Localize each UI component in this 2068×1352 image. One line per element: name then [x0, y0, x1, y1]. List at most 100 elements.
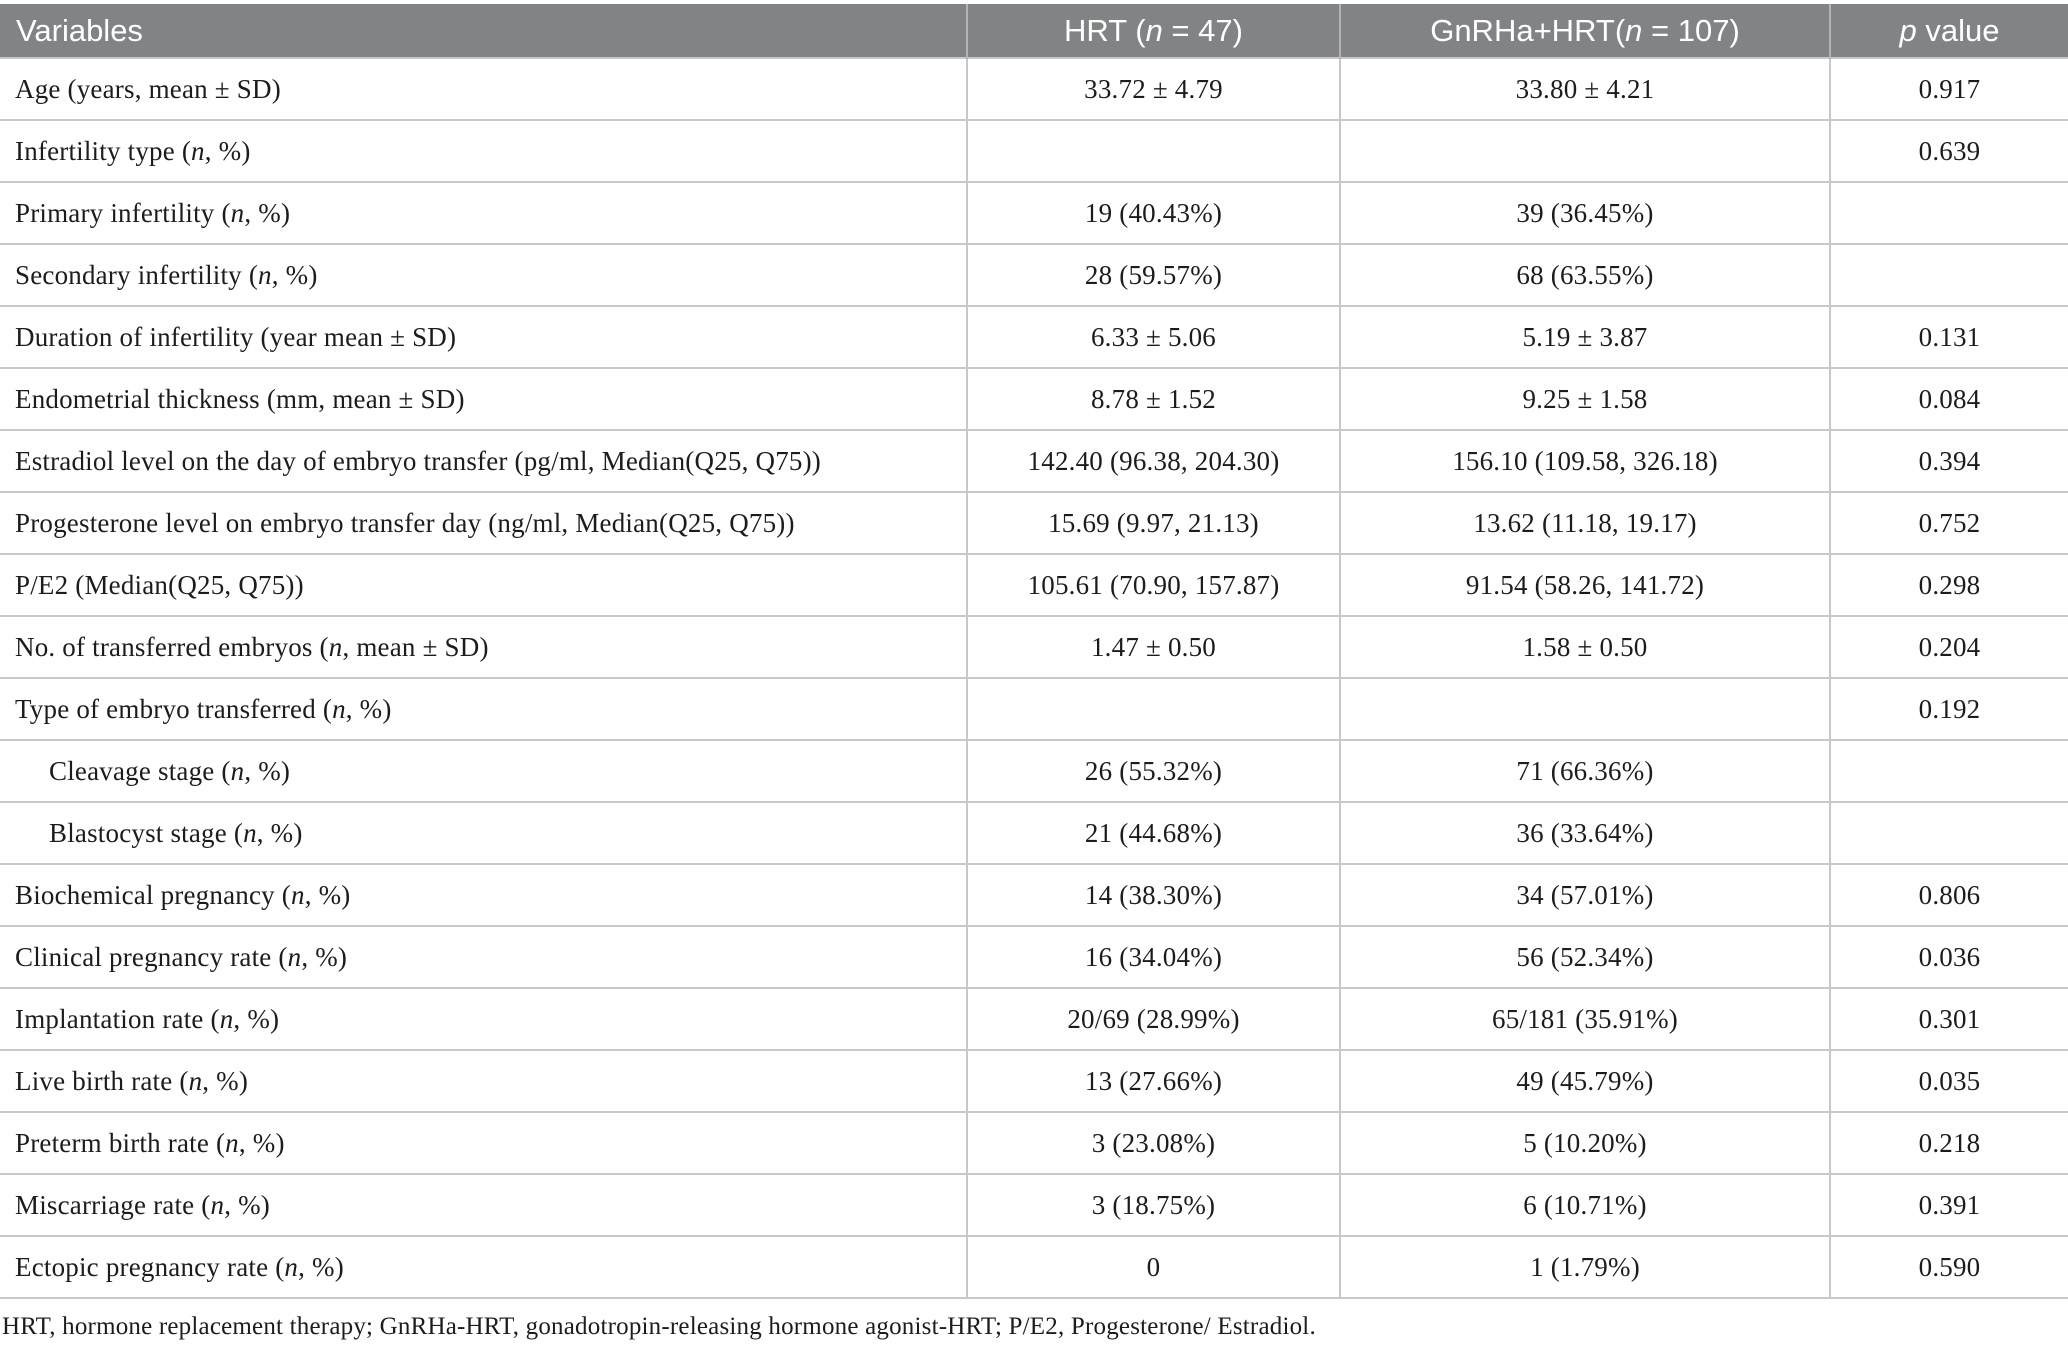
table-row: No. of transferred embryos (n, mean ± SD…: [0, 615, 2068, 678]
hrt-value: 0: [966, 1235, 1340, 1299]
table-row: Clinical pregnancy rate (n, %) 16 (34.04%…: [0, 925, 2068, 988]
p-value: 0.035: [1829, 1049, 2068, 1112]
p-value: 0.298: [1829, 553, 2068, 616]
table-row: Biochemical pregnancy (n, %) 14 (38.30%) 3…: [0, 863, 2068, 926]
row-label: Primary infertility (n, %): [0, 181, 967, 244]
hrt-value: 20/69 (28.99%): [966, 987, 1340, 1050]
row-label: P/E2 (Median(Q25, Q75)): [0, 553, 967, 616]
header-row: Variables HRT (n = 47) GnRHa+HRT(n = 107…: [0, 4, 2068, 58]
hrt-value: 28 (59.57%): [966, 243, 1340, 306]
gnrha-value: 36 (33.64%): [1339, 801, 1830, 864]
hrt-value: [966, 119, 1340, 182]
p-value: 0.084: [1829, 367, 2068, 430]
table-row: Cleavage stage (n, %) 26 (55.32%) 71 (66.3…: [0, 739, 2068, 802]
hrt-value: 6.33 ± 5.06: [966, 305, 1340, 368]
hrt-value: 26 (55.32%): [966, 739, 1340, 802]
row-label: Estradiol level on the day of embryo tra…: [0, 429, 967, 492]
gnrha-value: 49 (45.79%): [1339, 1049, 1830, 1112]
table-row: Duration of infertility (year mean ± SD)…: [0, 305, 2068, 368]
row-label: No. of transferred embryos (n, mean ± SD…: [0, 615, 967, 678]
row-label: Duration of infertility (year mean ± SD): [0, 305, 967, 368]
row-label: Progesterone level on embryo transfer da…: [0, 491, 967, 554]
hrt-value: 142.40 (96.38, 204.30): [966, 429, 1340, 492]
row-label: Endometrial thickness (mm, mean ± SD): [0, 367, 967, 430]
gnrha-value: 1.58 ± 0.50: [1339, 615, 1830, 678]
hrt-value: 21 (44.68%): [966, 801, 1340, 864]
row-label: Infertility type (n, %): [0, 119, 967, 182]
table-row: Blastocyst stage (n, %) 21 (44.68%) 36 (33…: [0, 801, 2068, 864]
table-body: Age (years, mean ± SD) 33.72 ± 4.79 33.80 …: [0, 57, 2068, 1299]
p-value: 0.301: [1829, 987, 2068, 1050]
hrt-vs-gnrha-table: Variables HRT (n = 47) GnRHa+HRT(n = 107…: [0, 4, 2068, 1299]
p-value: 0.391: [1829, 1173, 2068, 1236]
table-row: Primary infertility (n, %) 19 (40.43%) 39 …: [0, 181, 2068, 244]
gnrha-value: 65/181 (35.91%): [1339, 987, 1830, 1050]
gnrha-value: 71 (66.36%): [1339, 739, 1830, 802]
p-value: 0.639: [1829, 119, 2068, 182]
hrt-value: 19 (40.43%): [966, 181, 1340, 244]
p-value: [1829, 739, 2068, 802]
gnrha-value: 5 (10.20%): [1339, 1111, 1830, 1174]
p-value: 0.218: [1829, 1111, 2068, 1174]
p-value: 0.204: [1829, 615, 2068, 678]
table-footnote: HRT, hormone replacement therapy; GnRHa-…: [2, 1313, 1316, 1340]
p-value: [1829, 181, 2068, 244]
gnrha-value: 156.10 (109.58, 326.18): [1339, 429, 1830, 492]
col-header-hrt: HRT (n = 47): [966, 4, 1340, 58]
gnrha-value: 5.19 ± 3.87: [1339, 305, 1830, 368]
hrt-value: 3 (18.75%): [966, 1173, 1340, 1236]
col-header-p-value: p value: [1829, 4, 2068, 58]
row-label: Implantation rate (n, %): [0, 987, 967, 1050]
gnrha-value: 34 (57.01%): [1339, 863, 1830, 926]
row-label: Cleavage stage (n, %): [0, 739, 967, 802]
table-row: Age (years, mean ± SD) 33.72 ± 4.79 33.80 …: [0, 57, 2068, 120]
hrt-value: [966, 677, 1340, 740]
row-label: Secondary infertility (n, %): [0, 243, 967, 306]
table-row: Endometrial thickness (mm, mean ± SD) 8.7…: [0, 367, 2068, 430]
table-row: Implantation rate (n, %) 20/69 (28.99%) 65…: [0, 987, 2068, 1050]
hrt-value: 14 (38.30%): [966, 863, 1340, 926]
table-row: Miscarriage rate (n, %) 3 (18.75%) 6 (10.7…: [0, 1173, 2068, 1236]
row-label: Clinical pregnancy rate (n, %): [0, 925, 967, 988]
col-header-variables: Variables: [0, 4, 967, 58]
table-row: Estradiol level on the day of embryo tra…: [0, 429, 2068, 492]
col-header-gnrha-hrt: GnRHa+HRT(n = 107): [1339, 4, 1830, 58]
gnrha-value: 56 (52.34%): [1339, 925, 1830, 988]
row-label: Blastocyst stage (n, %): [0, 801, 967, 864]
table-row: Infertility type (n, %) 0.639: [0, 119, 2068, 182]
p-value: 0.590: [1829, 1235, 2068, 1299]
table-row: Live birth rate (n, %) 13 (27.66%) 49 (45.…: [0, 1049, 2068, 1112]
row-label: Miscarriage rate (n, %): [0, 1173, 967, 1236]
p-value: 0.752: [1829, 491, 2068, 554]
gnrha-value: 91.54 (58.26, 141.72): [1339, 553, 1830, 616]
table-row: Ectopic pregnancy rate (n, %) 0 1 (1.79%) 0…: [0, 1235, 2068, 1299]
hrt-value: 16 (34.04%): [966, 925, 1340, 988]
p-value: [1829, 243, 2068, 306]
gnrha-value: 33.80 ± 4.21: [1339, 57, 1830, 120]
p-value: 0.394: [1829, 429, 2068, 492]
hrt-value: 33.72 ± 4.79: [966, 57, 1340, 120]
gnrha-value: 13.62 (11.18, 19.17): [1339, 491, 1830, 554]
hrt-value: 13 (27.66%): [966, 1049, 1340, 1112]
row-label: Live birth rate (n, %): [0, 1049, 967, 1112]
table-row: Type of embryo transferred (n, %) 0.192: [0, 677, 2068, 740]
table-row: P/E2 (Median(Q25, Q75)) 105.61 (70.90, 15…: [0, 553, 2068, 616]
row-label: Age (years, mean ± SD): [0, 57, 967, 120]
gnrha-value: 39 (36.45%): [1339, 181, 1830, 244]
gnrha-value: 68 (63.55%): [1339, 243, 1830, 306]
p-value: 0.036: [1829, 925, 2068, 988]
row-label: Type of embryo transferred (n, %): [0, 677, 967, 740]
row-label: Ectopic pregnancy rate (n, %): [0, 1235, 967, 1299]
gnrha-value: 9.25 ± 1.58: [1339, 367, 1830, 430]
p-value: 0.192: [1829, 677, 2068, 740]
hrt-value: 15.69 (9.97, 21.13): [966, 491, 1340, 554]
p-value: 0.917: [1829, 57, 2068, 120]
p-value: [1829, 801, 2068, 864]
table-row: Progesterone level on embryo transfer da…: [0, 491, 2068, 554]
hrt-value: 1.47 ± 0.50: [966, 615, 1340, 678]
gnrha-value: [1339, 119, 1830, 182]
row-label: Biochemical pregnancy (n, %): [0, 863, 967, 926]
gnrha-value: 6 (10.71%): [1339, 1173, 1830, 1236]
table-header: Variables HRT (n = 47) GnRHa+HRT(n = 107…: [0, 4, 2068, 58]
